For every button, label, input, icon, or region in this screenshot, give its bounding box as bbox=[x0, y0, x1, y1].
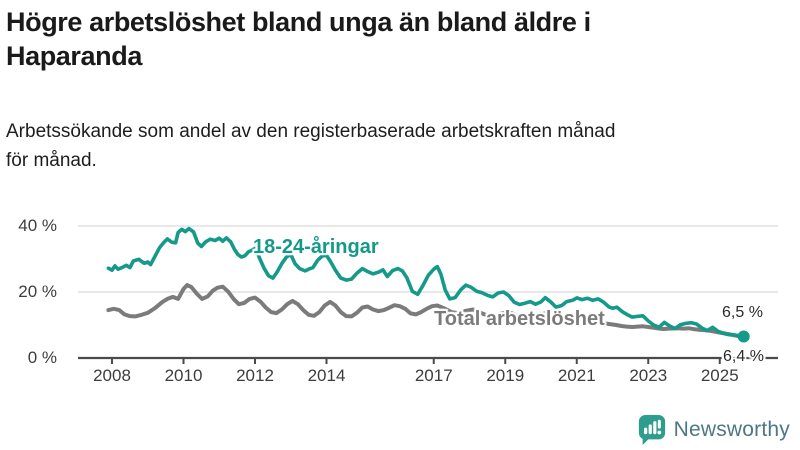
x-axis-tick-label: 2025 bbox=[700, 366, 739, 385]
series-line-1 bbox=[106, 283, 746, 339]
x-axis-tick-label: 2023 bbox=[629, 366, 668, 385]
end-value-label-total: 6,4 % bbox=[723, 348, 764, 365]
series-label-total: Total arbetslöshet bbox=[434, 308, 605, 330]
x-axis-tick-label: 2014 bbox=[307, 366, 346, 385]
chart-subtitle-line1: Arbetssökande som andel av den registerb… bbox=[6, 121, 616, 142]
page-title-line1: Högre arbetslöshet bland unga än bland ä… bbox=[6, 7, 591, 37]
y-axis-tick-label: 0 % bbox=[27, 348, 57, 367]
x-axis-tick-label: 2017 bbox=[414, 366, 453, 385]
series-label-18-24: 18-24-åringar bbox=[253, 236, 379, 258]
series-end-dot-0 bbox=[737, 330, 750, 343]
newsworthy-logo: Newsworthy bbox=[637, 414, 790, 446]
newsworthy-bar-chart-icon bbox=[638, 415, 665, 445]
y-axis-tick-label: 40 % bbox=[18, 216, 57, 235]
page-title-line2: Haparanda bbox=[6, 41, 142, 71]
series-line-0 bbox=[106, 226, 746, 339]
end-value-label-18-24: 6,5 % bbox=[722, 304, 763, 321]
x-axis-tick-label: 2008 bbox=[93, 366, 131, 385]
newsworthy-logo-text: Newsworthy bbox=[673, 418, 790, 441]
x-axis-tick-label: 2012 bbox=[236, 366, 274, 385]
chart-subtitle-line2: för månad. bbox=[6, 150, 97, 171]
x-axis-tick-label: 2010 bbox=[164, 366, 203, 385]
x-axis-tick-label: 2019 bbox=[486, 366, 525, 385]
page-title: Högre arbetslöshet bland unga än bland ä… bbox=[6, 5, 786, 73]
x-axis-tick-label: 2021 bbox=[557, 366, 596, 385]
chart-subtitle: Arbetssökande som andel av den registerb… bbox=[6, 117, 786, 175]
y-axis-tick-label: 20 % bbox=[18, 282, 57, 301]
